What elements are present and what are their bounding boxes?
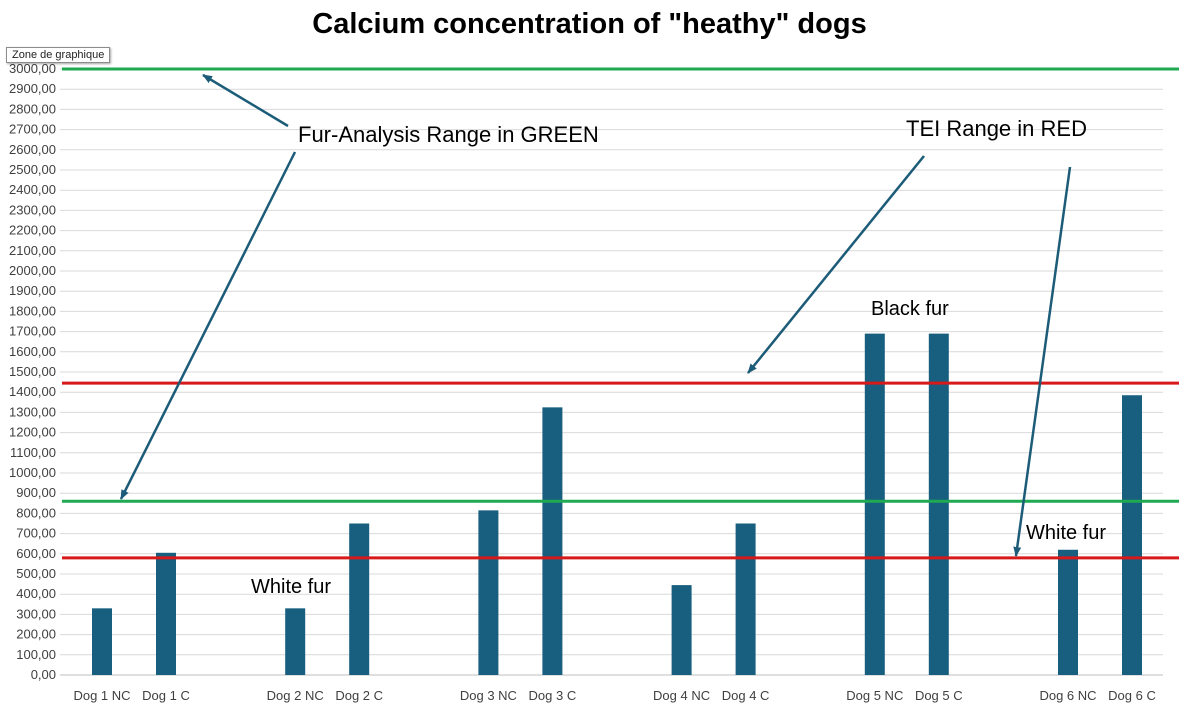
x-tick-label: Dog 6 NC (1039, 688, 1096, 703)
annotation-black-fur-dog5: Black fur (871, 298, 949, 320)
annotation-arrows (119, 73, 1072, 557)
x-tick-label: Dog 2 C (335, 688, 383, 703)
y-tick-label: 1200,00 (9, 425, 56, 440)
y-tick-label: 800,00 (16, 505, 56, 520)
y-tick-label: 2200,00 (9, 223, 56, 238)
bar-10 (928, 333, 949, 675)
y-tick-label: 100,00 (16, 647, 56, 662)
annotation-tei-range: TEI Range in RED (906, 116, 1087, 141)
annotation-white-fur-dog2: White fur (251, 576, 332, 598)
bar-4 (349, 523, 370, 675)
y-tick-label: 2900,00 (9, 81, 56, 96)
annotation-fur-range: Fur-Analysis Range in GREEN (298, 122, 599, 147)
x-tick-label: Dog 5 NC (846, 688, 903, 703)
x-tick-label: Dog 2 NC (267, 688, 324, 703)
chart-area-badge: Zone de graphique (6, 47, 111, 63)
y-tick-label: 500,00 (16, 566, 56, 581)
x-tick-label: Dog 4 NC (653, 688, 710, 703)
y-tick-label: 1900,00 (9, 283, 56, 298)
y-tick-label: 2700,00 (9, 122, 56, 137)
y-tick-label: 3000,00 (9, 61, 56, 76)
y-tick-label: 600,00 (16, 546, 56, 561)
annotation-white-fur-dog6: White fur (1026, 522, 1107, 544)
y-tick-label: 900,00 (16, 485, 56, 500)
bar-11 (1058, 549, 1078, 675)
bar-1 (92, 608, 112, 675)
y-tick-label: 1300,00 (9, 404, 56, 419)
x-tick-label: Dog 3 NC (460, 688, 517, 703)
y-tick-label: 2000,00 (9, 263, 56, 278)
arrow-fur-top (202, 73, 289, 128)
arrow-tei-upper (747, 155, 925, 374)
x-tick-label: Dog 1 C (142, 688, 190, 703)
bar-8 (735, 523, 756, 675)
reference-lines (62, 67, 1179, 560)
bar-9 (864, 333, 885, 675)
y-tick-label: 1400,00 (9, 384, 56, 399)
bar-3 (285, 608, 306, 675)
x-axis-tick-labels: Dog 1 NC Dog 1 C Dog 2 NC Dog 2 C Dog 3 NC Do… (73, 688, 1155, 703)
y-tick-label: 2800,00 (9, 101, 56, 116)
y-tick-label: 2400,00 (9, 182, 56, 197)
y-tick-label: 2600,00 (9, 142, 56, 157)
bar-6 (542, 407, 563, 675)
y-tick-label: 1800,00 (9, 303, 56, 318)
gridlines (60, 68, 1163, 676)
y-tick-label: 2300,00 (9, 202, 56, 217)
y-tick-label: 200,00 (16, 627, 56, 642)
y-tick-label: 2500,00 (9, 162, 56, 177)
y-tick-label: 0,00 (31, 667, 56, 682)
y-tick-label: 1600,00 (9, 344, 56, 359)
bar-2 (156, 552, 176, 675)
arrow-tei-lower (1013, 166, 1072, 557)
bar-7 (671, 585, 692, 675)
bar-5 (478, 510, 499, 675)
chart-title: Calcium concentration of "heathy" dogs (312, 8, 867, 40)
x-tick-label: Dog 3 C (529, 688, 577, 703)
y-tick-label: 1100,00 (10, 445, 56, 460)
y-tick-label: 1700,00 (9, 324, 56, 339)
arrow-fur-bottom (119, 151, 297, 500)
y-tick-label: 1500,00 (9, 364, 56, 379)
y-tick-label: 700,00 (16, 526, 56, 541)
bar-12 (1122, 395, 1142, 675)
x-tick-label: Dog 4 C (722, 688, 770, 703)
y-tick-label: 300,00 (16, 606, 56, 621)
y-tick-label: 2100,00 (9, 243, 56, 258)
x-tick-label: Dog 1 NC (73, 688, 130, 703)
y-tick-label: 400,00 (16, 586, 56, 601)
x-tick-label: Dog 6 C (1108, 688, 1156, 703)
y-axis-tick-labels: 0,00 100,00 200,00 300,00 400,00 500,00 600,00… (9, 61, 56, 682)
y-tick-label: 1000,00 (9, 465, 56, 480)
x-tick-label: Dog 5 C (915, 688, 963, 703)
bar-series (92, 333, 1142, 675)
